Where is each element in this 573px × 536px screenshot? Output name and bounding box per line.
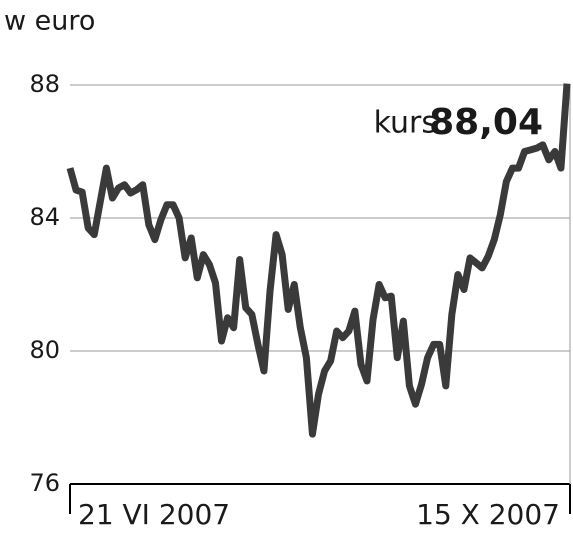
y-tick-label: 88 (29, 70, 60, 98)
y-tick-label: 80 (29, 336, 60, 364)
chart-title: w euro (4, 6, 95, 37)
annotation-value: 88,04 (429, 102, 543, 143)
x-tick-label: 21 VI 2007 (78, 498, 230, 531)
y-tick-label: 84 (29, 203, 60, 231)
price-line (66, 83, 571, 438)
y-tick-label: 76 (29, 469, 60, 497)
annotation-prefix: kurs (374, 106, 437, 141)
x-tick-label: 15 X 2007 (416, 498, 560, 531)
